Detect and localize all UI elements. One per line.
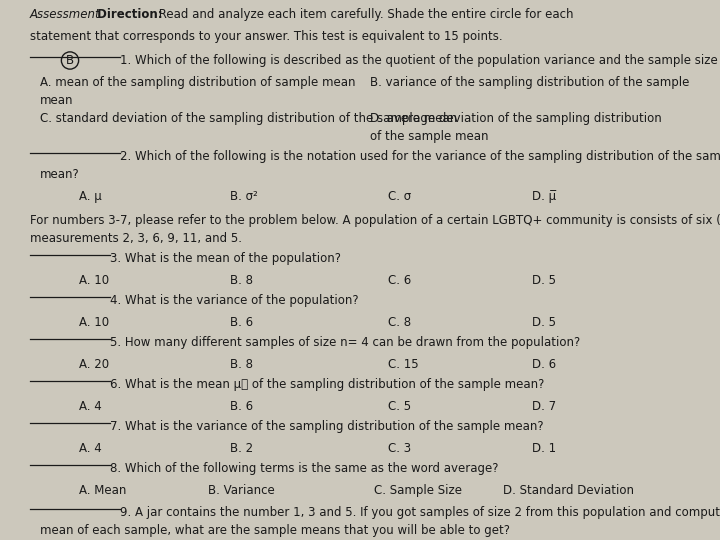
Text: Read and analyze each item carefully. Shade the entire circle for each: Read and analyze each item carefully. Sh… <box>155 8 574 21</box>
Text: D. 5: D. 5 <box>532 274 556 287</box>
Text: 9. A jar contains the number 1, 3 and 5. If you got samples of size 2 from this : 9. A jar contains the number 1, 3 and 5.… <box>120 506 720 519</box>
Text: C. σ: C. σ <box>388 190 411 203</box>
Text: D. average deviation of the sampling distribution: D. average deviation of the sampling dis… <box>370 112 662 125</box>
Text: of the sample mean: of the sample mean <box>370 130 488 143</box>
Text: C. 5: C. 5 <box>388 400 411 413</box>
Text: A. 10: A. 10 <box>79 274 109 287</box>
Text: C. 6: C. 6 <box>388 274 411 287</box>
Text: B: B <box>66 54 74 67</box>
Text: D. 6: D. 6 <box>532 358 556 371</box>
Text: D. 1: D. 1 <box>532 442 556 455</box>
Text: B. 2: B. 2 <box>230 442 253 455</box>
Text: A. μ: A. μ <box>79 190 102 203</box>
Text: 4. What is the variance of the population?: 4. What is the variance of the populatio… <box>110 294 359 307</box>
Text: A. 4: A. 4 <box>79 400 102 413</box>
Text: For numbers 3-7, please refer to the problem below. A population of a certain LG: For numbers 3-7, please refer to the pro… <box>30 214 720 227</box>
Text: A. mean of the sampling distribution of sample mean: A. mean of the sampling distribution of … <box>40 76 356 89</box>
Text: B. variance of the sampling distribution of the sample: B. variance of the sampling distribution… <box>370 76 689 89</box>
Text: mean: mean <box>40 94 73 107</box>
Text: B. σ²: B. σ² <box>230 190 258 203</box>
Text: 5. How many different samples of size n= 4 can be drawn from the population?: 5. How many different samples of size n=… <box>110 336 580 349</box>
Text: D. 7: D. 7 <box>532 400 556 413</box>
Text: B. 8: B. 8 <box>230 358 253 371</box>
Text: Assessment: Assessment <box>30 8 101 21</box>
Text: 1. Which of the following is described as the quotient of the population varianc: 1. Which of the following is described a… <box>120 54 720 67</box>
Text: C. Sample Size: C. Sample Size <box>374 484 462 497</box>
Text: A. Mean: A. Mean <box>79 484 127 497</box>
Text: 2. Which of the following is the notation used for the variance of the sampling : 2. Which of the following is the notatio… <box>120 150 720 163</box>
Text: C. standard deviation of the sampling distribution of the sample mean: C. standard deviation of the sampling di… <box>40 112 457 125</box>
Text: B. Variance: B. Variance <box>208 484 275 497</box>
Text: C. 8: C. 8 <box>388 316 411 329</box>
Text: C. 3: C. 3 <box>388 442 411 455</box>
Text: D. 5: D. 5 <box>532 316 556 329</box>
Text: A. 10: A. 10 <box>79 316 109 329</box>
Text: statement that corresponds to your answer. This test is equivalent to 15 points.: statement that corresponds to your answe… <box>30 30 503 43</box>
Text: B. 6: B. 6 <box>230 400 253 413</box>
Text: D. Standard Deviation: D. Standard Deviation <box>503 484 634 497</box>
Text: 3. What is the mean of the population?: 3. What is the mean of the population? <box>110 252 341 265</box>
Text: 6. What is the mean μᶇ of the sampling distribution of the sample mean?: 6. What is the mean μᶇ of the sampling d… <box>110 378 544 391</box>
Text: C. 15: C. 15 <box>388 358 418 371</box>
Text: mean of each sample, what are the sample means that you will be able to get?: mean of each sample, what are the sample… <box>40 524 510 537</box>
Text: B. 8: B. 8 <box>230 274 253 287</box>
Text: 8. Which of the following terms is the same as the word average?: 8. Which of the following terms is the s… <box>110 462 498 475</box>
Text: Direction:: Direction: <box>93 8 163 21</box>
Text: measurements 2, 3, 6, 9, 11, and 5.: measurements 2, 3, 6, 9, 11, and 5. <box>30 232 242 245</box>
Text: mean?: mean? <box>40 168 80 181</box>
Text: 7. What is the variance of the sampling distribution of the sample mean?: 7. What is the variance of the sampling … <box>110 420 544 433</box>
Text: A. 20: A. 20 <box>79 358 109 371</box>
Text: A. 4: A. 4 <box>79 442 102 455</box>
Text: D. μ̅: D. μ̅ <box>532 190 556 203</box>
Text: B. 6: B. 6 <box>230 316 253 329</box>
